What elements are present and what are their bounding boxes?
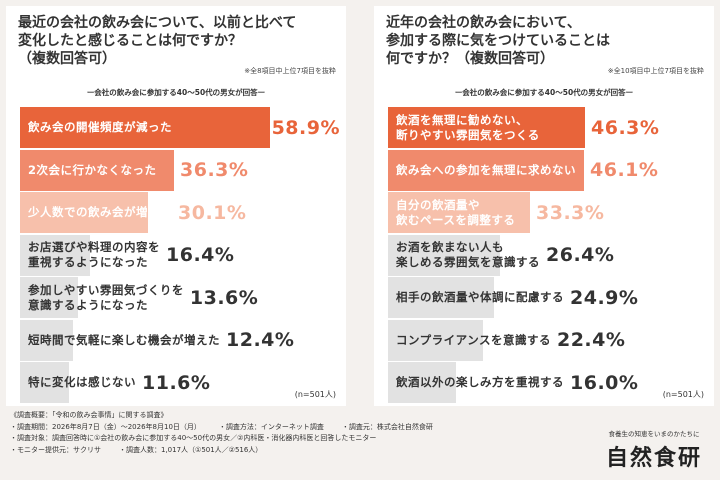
- bar-value-label: 22.4%: [556, 329, 626, 351]
- chart-note: ※全10項目中上位7項目を抜粋: [607, 67, 704, 75]
- bar-value-label: 26.4%: [546, 244, 615, 266]
- bar: [20, 192, 148, 233]
- bar-label: 飲み会への参加を無理に求めない: [396, 162, 576, 177]
- bar-value-label: 33.3%: [536, 201, 605, 224]
- bar-value-label: 58.9%: [271, 116, 340, 139]
- bar: [388, 192, 530, 233]
- logo-tagline: 食養生の知恵をいまのかたちに: [608, 430, 700, 438]
- bar: [20, 362, 69, 403]
- bar-row: 短時間で気軽に楽しむ機会が増えた 12.4%: [20, 319, 340, 361]
- bar-row: 2次会に行かなくなった 36.3%: [20, 149, 340, 191]
- bar-label: コンプライアンスを意識する: [396, 332, 551, 347]
- bar-row: 飲み会の開催頻度が減った 58.9%: [20, 107, 340, 148]
- bar-label: 少人数での飲み会が増えた: [28, 205, 172, 219]
- bar-row: お酒を飲まない人も 楽しめる雰囲気を意識する 26.4%: [388, 234, 708, 276]
- bar: [20, 277, 78, 318]
- bar-row: コンプライアンスを意識する 22.4%: [388, 319, 708, 361]
- bar: [388, 277, 494, 318]
- survey-source: ・調査元：株式会社自然食研: [341, 422, 433, 431]
- chart-panel-right: 近年の会社の飲み会において、 参加する際に気をつけていることは 何ですか？（複数…: [374, 6, 714, 406]
- chart-subtitle: ー会社の飲み会に参加する40～50代の男女が回答ー: [454, 88, 634, 97]
- bar: [388, 362, 456, 403]
- bar-label: お酒を飲まない人も 楽しめる雰囲気を意識する: [396, 240, 540, 269]
- bar-label: お店選びや料理の内容を 重視するようになった: [28, 240, 160, 269]
- brand-logo: 食養生の知恵をいまのかたちに 自然食研: [606, 428, 702, 472]
- bar-row: 飲酒以外の楽しみ方を重視する 16.0%: [388, 362, 708, 403]
- chart-title: 近年の会社の飲み会において、 参加する際に気をつけていることは 何ですか？（複数…: [386, 15, 610, 67]
- bar: [388, 319, 483, 361]
- bar-row: 飲み会への参加を無理に求めない 46.1%: [388, 149, 708, 191]
- bar-row: 特に変化は感じない 11.6%: [20, 362, 340, 403]
- survey-overview: 《調査概要：「令和の飲み会事情」に関する調査》: [10, 411, 168, 419]
- survey-period: ・調査期間：2026年8月7日（金）～2026年8月10日（月）: [10, 422, 201, 431]
- bar: [20, 107, 270, 148]
- bar-value-label: 13.6%: [189, 286, 259, 309]
- bar-label: 2次会に行かなくなった: [28, 162, 157, 177]
- bar-row: 相手の飲酒量や体調に配慮する 24.9%: [388, 277, 708, 318]
- bar-row: 飲酒を無理に勧めない、 断りやすい雰囲気をつくる 46.3%: [388, 107, 708, 148]
- sample-size-label: (n=501人): [662, 390, 704, 399]
- bar: [388, 149, 584, 191]
- bar-row: 参加しやすい雰囲気づくりを 意識するようになった 13.6%: [20, 277, 340, 318]
- bar: [388, 107, 585, 148]
- bar-label: 特に変化は感じない: [28, 375, 136, 389]
- bar-label: 飲酒以外の楽しみ方を重視する: [396, 375, 564, 389]
- sample-size-label: (n=501人): [294, 390, 336, 399]
- bar-label: 自分の飲酒量や 飲むペースを調整する: [396, 197, 516, 227]
- chart-note: ※全8項目中上位7項目を抜粋: [244, 67, 336, 75]
- survey-footer: 《調査概要：「令和の飲み会事情」に関する調査》 ・調査期間：2026年8月7日（…: [10, 410, 590, 456]
- bar: [388, 234, 500, 276]
- bar-row: 自分の飲酒量や 飲むペースを調整する 33.3%: [388, 192, 708, 233]
- bar-label: 飲酒を無理に勧めない、 断りやすい雰囲気をつくる: [396, 112, 540, 142]
- bar: [20, 149, 174, 191]
- bar-value-label: 16.4%: [166, 244, 235, 266]
- bar-value-label: 46.1%: [590, 159, 659, 181]
- survey-sample: ・調査人数：1,017人（①501人／②516人）: [119, 445, 263, 454]
- bar-value-label: 11.6%: [142, 371, 211, 394]
- chart-panel-left: 最近の会社の飲み会について、以前と比べて 変化したと感じることは何ですか？ （複…: [6, 6, 346, 406]
- bar-value-label: 46.3%: [591, 116, 660, 139]
- survey-provider: ・モニター提供元：サクリサ: [10, 445, 101, 454]
- bar-row: お店選びや料理の内容を 重視するようになった 16.4%: [20, 234, 340, 276]
- bar-label: 参加しやすい雰囲気づくりを 意識するようになった: [28, 282, 184, 312]
- survey-target: ・調査対象：調査回答時に①会社の飲み会に参加する40～50代の男女／②内科医・消…: [10, 434, 377, 442]
- bar-value-label: 16.0%: [570, 371, 639, 394]
- bar-label: 飲み会の開催頻度が減った: [28, 120, 172, 134]
- chart-subtitle: ー会社の飲み会に参加する40～50代の男女が回答ー: [86, 88, 266, 97]
- bar: [20, 319, 73, 361]
- chart-title: 最近の会社の飲み会について、以前と比べて 変化したと感じることは何ですか？ （複…: [18, 15, 297, 67]
- bar: [20, 234, 90, 276]
- bar-label: 短時間で気軽に楽しむ機会が増えた: [28, 332, 220, 347]
- bar-value-label: 36.3%: [180, 159, 249, 181]
- survey-method: ・調査方法：インターネット調査: [218, 422, 324, 431]
- bar-value-label: 12.4%: [226, 329, 295, 351]
- logo-name: 自然食研: [605, 445, 702, 471]
- bar-label: 相手の飲酒量や体調に配慮する: [396, 290, 564, 304]
- bar-row: 少人数での飲み会が増えた 30.1%: [20, 192, 340, 233]
- bar-value-label: 30.1%: [178, 201, 247, 224]
- bar-value-label: 24.9%: [570, 286, 639, 309]
